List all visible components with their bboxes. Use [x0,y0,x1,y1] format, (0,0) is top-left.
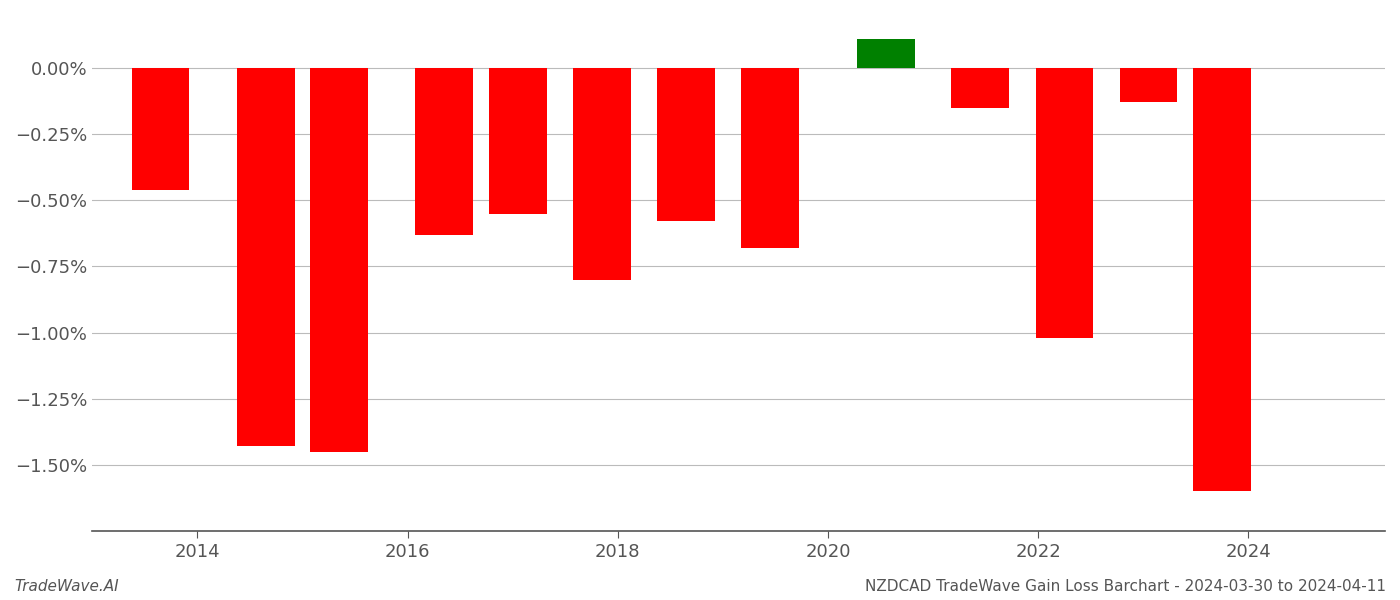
Bar [237,68,294,446]
Text: TradeWave.AI: TradeWave.AI [14,579,119,594]
Bar [657,68,715,221]
Bar [741,68,799,248]
Bar [1193,68,1252,491]
Bar [573,68,631,280]
Bar [952,68,1009,107]
Bar [1036,68,1093,338]
Bar [1120,68,1177,103]
Bar [311,68,368,452]
Text: NZDCAD TradeWave Gain Loss Barchart - 2024-03-30 to 2024-04-11: NZDCAD TradeWave Gain Loss Barchart - 20… [865,579,1386,594]
Bar [857,39,914,68]
Bar [416,68,473,235]
Bar [132,68,189,190]
Bar [489,68,547,214]
